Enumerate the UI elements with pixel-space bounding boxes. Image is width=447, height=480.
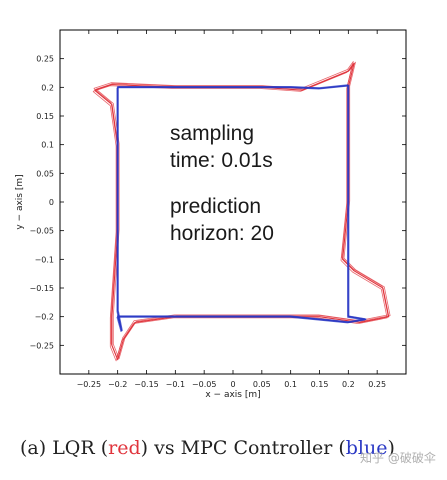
y-tick-label: 0 <box>49 198 54 207</box>
caption-red-word: red <box>108 437 141 459</box>
x-tick-label: −0.2 <box>108 380 127 389</box>
y-tick-label: 0.1 <box>41 141 54 150</box>
y-tick-label: −0.1 <box>35 255 54 264</box>
series-1 <box>116 84 367 332</box>
x-tick-label: −0.1 <box>166 380 185 389</box>
x-tick-label: −0.15 <box>134 380 159 389</box>
x-tick-label: −0.25 <box>77 380 102 389</box>
x-tick-label: −0.05 <box>192 380 217 389</box>
series-0-lap-3 <box>93 61 389 359</box>
caption-prefix: (a) LQR ( <box>20 437 108 459</box>
x-tick-label: 0.1 <box>284 380 297 389</box>
series-0-lap-1 <box>92 64 388 362</box>
caption-blue-word: blue <box>346 437 388 459</box>
x-tick-label: 0.2 <box>342 380 355 389</box>
y-tick-label: −0.05 <box>29 227 54 236</box>
annotation-horizon-line2: horizon: 20 <box>170 222 274 245</box>
y-tick-label: 0.2 <box>41 83 54 92</box>
y-tick-label: −0.15 <box>29 284 54 293</box>
x-axis-label: x − axis [m] <box>205 390 260 400</box>
y-axis-label: y − axis [m] <box>15 174 25 229</box>
series-0 <box>92 61 391 362</box>
y-tick-label: 0.15 <box>36 112 54 121</box>
watermark: 知乎 @破破伞 <box>360 450 436 465</box>
series-0-lap-0 <box>94 62 390 361</box>
annotation-sampling-line2: time: 0.01s <box>170 149 273 172</box>
x-tick-label: 0.05 <box>253 380 271 389</box>
series-layer <box>92 61 391 362</box>
caption: (a) LQR (red) vs MPC Controller (blue) <box>20 437 395 459</box>
x-tick-label: 0.25 <box>368 380 386 389</box>
caption-middle: ) vs MPC Controller ( <box>141 437 346 459</box>
tick-layer: −0.25 −0.2 −0.15 −0.1 −0.05 0 0.05 0.1 0.15 0.2 0.… <box>29 30 406 389</box>
series-0-lap-2 <box>95 61 391 359</box>
annotation-sampling-line1: sampling <box>170 122 254 145</box>
x-tick-label: 0 <box>230 380 235 389</box>
x-tick-label: 0.15 <box>311 380 329 389</box>
series-1-lap-3 <box>116 84 366 331</box>
y-tick-label: −0.2 <box>35 313 54 322</box>
y-tick-label: 0.25 <box>36 55 54 64</box>
y-tick-label: −0.25 <box>29 341 54 350</box>
annotation-horizon-line1: prediction <box>170 195 261 218</box>
caption-suffix: ) <box>388 437 395 459</box>
y-tick-label: 0.05 <box>36 169 54 178</box>
